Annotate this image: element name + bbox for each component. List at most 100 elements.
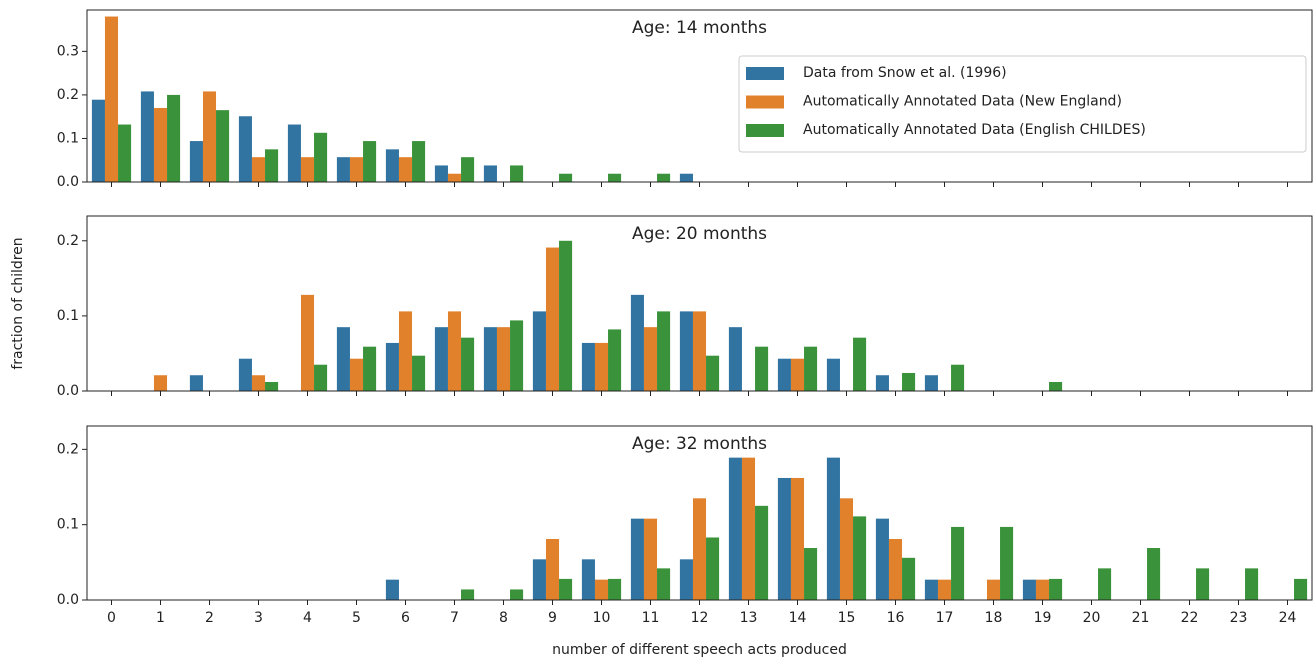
bar (398, 311, 413, 391)
bar (777, 358, 791, 391)
y-tick-label: 0.2 (57, 87, 79, 103)
x-tick-label: 11 (642, 610, 660, 626)
bar (510, 320, 524, 391)
bar (349, 157, 364, 182)
legend-swatch (746, 67, 784, 80)
bar (608, 578, 622, 600)
bar (314, 364, 328, 391)
legend-swatch (746, 124, 784, 137)
bar (777, 477, 791, 600)
x-tick-label: 4 (303, 610, 312, 626)
bar (790, 477, 805, 600)
bar (363, 346, 377, 391)
bar (140, 91, 154, 182)
bar (728, 457, 742, 600)
bar (790, 358, 805, 391)
x-tick-label: 21 (1132, 610, 1150, 626)
x-tick-label: 17 (936, 610, 954, 626)
x-tick-label: 18 (985, 610, 1003, 626)
y-tick-label: 0.2 (57, 233, 79, 249)
bar (728, 327, 742, 391)
bar (287, 124, 301, 182)
bar (434, 165, 448, 182)
x-tick-label: 7 (450, 610, 459, 626)
bar (385, 579, 399, 600)
x-tick-label: 5 (352, 610, 361, 626)
bar (545, 538, 560, 600)
y-tick-label: 0.1 (57, 517, 79, 533)
bar (238, 116, 252, 182)
bar (1049, 578, 1063, 600)
y-tick-label: 0.0 (57, 592, 79, 608)
bar (657, 568, 671, 600)
bar (839, 498, 854, 600)
bar (924, 579, 938, 600)
bar (91, 99, 105, 182)
bar (314, 132, 328, 182)
bar (608, 173, 622, 182)
x-tick-label: 20 (1083, 610, 1101, 626)
legend-swatch (746, 95, 784, 109)
x-tick-label: 19 (1034, 610, 1052, 626)
bar (510, 589, 524, 600)
bar (581, 342, 595, 391)
x-tick-label: 15 (838, 610, 856, 626)
axes-frame (86, 215, 1313, 392)
bar (679, 559, 693, 600)
bar (594, 342, 609, 391)
bar (826, 457, 840, 600)
bar (937, 579, 952, 600)
x-tick-label: 12 (691, 610, 709, 626)
bar (679, 173, 693, 182)
bar (559, 173, 573, 182)
x-tick-label: 2 (205, 610, 214, 626)
axes-frame (86, 425, 1313, 601)
bar (545, 247, 560, 391)
bar (104, 16, 119, 182)
bar (706, 355, 720, 391)
bar (510, 165, 524, 182)
bar (300, 157, 315, 182)
bar (1098, 568, 1112, 600)
bar (804, 346, 818, 391)
y-tick-label: 0.1 (57, 130, 79, 146)
bar (608, 329, 622, 391)
bar (559, 578, 573, 600)
x-tick-label: 10 (593, 610, 611, 626)
bar (300, 294, 315, 391)
bar (349, 358, 364, 391)
bar (679, 311, 693, 391)
bar (189, 141, 203, 182)
bar (483, 165, 497, 182)
bar (483, 327, 497, 391)
bar (461, 589, 475, 600)
legend-box (738, 55, 1307, 153)
bar (412, 141, 426, 182)
bar (643, 327, 658, 391)
y-axis-label: fraction of children (10, 237, 26, 369)
bar (434, 327, 448, 391)
bar (167, 94, 181, 182)
bar (630, 294, 644, 391)
bar (412, 355, 426, 391)
x-tick-label: 0 (107, 610, 116, 626)
panel-title: Age: 32 months (632, 434, 767, 454)
bar (594, 579, 609, 600)
bar (1294, 578, 1308, 600)
legend-label: Automatically Annotated Data (English CH… (803, 122, 1146, 138)
bar (447, 311, 462, 391)
bar (447, 173, 462, 182)
bar (804, 548, 818, 600)
x-tick-label: 16 (887, 610, 905, 626)
bar (336, 157, 350, 182)
bar (1196, 568, 1210, 600)
bar (692, 311, 707, 391)
bar (153, 375, 168, 391)
bar (216, 110, 230, 182)
y-tick-label: 0.2 (57, 441, 79, 457)
bar (741, 457, 756, 600)
bar (826, 358, 840, 391)
panel-title: Age: 20 months (632, 224, 767, 244)
legend-label: Data from Snow et al. (1996) (803, 65, 1007, 81)
bar (951, 526, 965, 600)
